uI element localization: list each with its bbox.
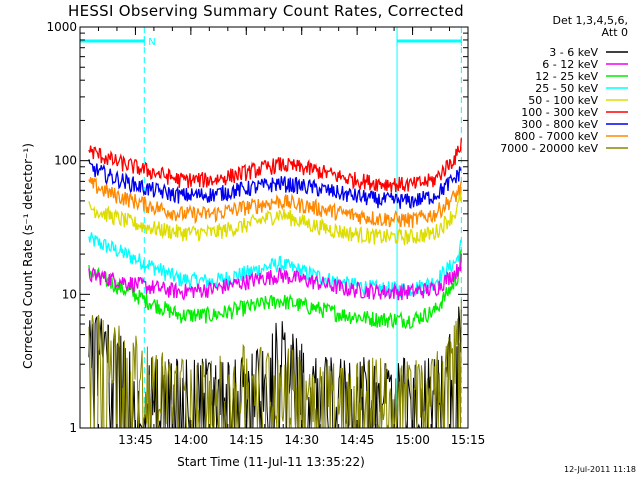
series-line [88, 138, 462, 193]
series-line [88, 306, 462, 428]
x-axis-label: Start Time (11-Jul-11 13:35:22) [177, 455, 365, 469]
legend-entry-label: 100 - 300 keV [521, 106, 598, 119]
chart-title: HESSI Observing Summary Count Rates, Cor… [68, 2, 464, 20]
legend-header: Det 1,3,4,5,6, [552, 14, 628, 27]
series-line [88, 253, 462, 301]
x-tick-label: 14:00 [174, 433, 209, 447]
legend-entry-label: 50 - 100 keV [528, 94, 598, 107]
x-tick-label: 14:45 [340, 433, 375, 447]
legend-entry-label: 800 - 7000 keV [514, 130, 598, 143]
y-axis-label: Corrected Count Rate (s⁻¹ detector⁻¹) [21, 143, 35, 369]
legend-entry-label: 12 - 25 keV [535, 70, 598, 83]
data-group: N [80, 27, 462, 428]
legend-entry-label: 3 - 6 keV [549, 46, 598, 59]
night-marker-label: N [148, 37, 155, 48]
y-tick-label: 1000 [46, 20, 77, 34]
legend-header: Att 0 [602, 26, 628, 39]
legend-entry-label: 6 - 12 keV [542, 58, 598, 71]
series-line [88, 177, 462, 229]
x-tick-label: 14:30 [284, 433, 319, 447]
series-line [88, 299, 462, 428]
y-tick-label: 1 [69, 421, 77, 435]
legend-entry-label: 300 - 800 keV [521, 118, 598, 131]
x-tick-label: 13:45 [118, 433, 153, 447]
plot-area: N [80, 27, 462, 428]
series-line [88, 249, 462, 330]
series-line [88, 189, 462, 246]
series-line [88, 232, 462, 299]
plot-frame [79, 26, 469, 429]
x-tick-label: 14:15 [229, 433, 264, 447]
timestamp: 12-Jul-2011 11:18 [564, 465, 636, 474]
y-tick-label: 10 [62, 287, 77, 301]
x-tick-label: 15:00 [395, 433, 430, 447]
legend-entry-label: 7000 - 20000 keV [500, 142, 598, 155]
x-tick-label: 15:15 [451, 433, 486, 447]
series-line [88, 159, 462, 210]
axes: 13:45 14:00 14:15 14:30 14:45 15:00 15:15 1 10 10… [46, 20, 485, 447]
y-tick-label: 100 [54, 154, 77, 168]
legend-entry-label: 25 - 50 keV [535, 82, 598, 95]
